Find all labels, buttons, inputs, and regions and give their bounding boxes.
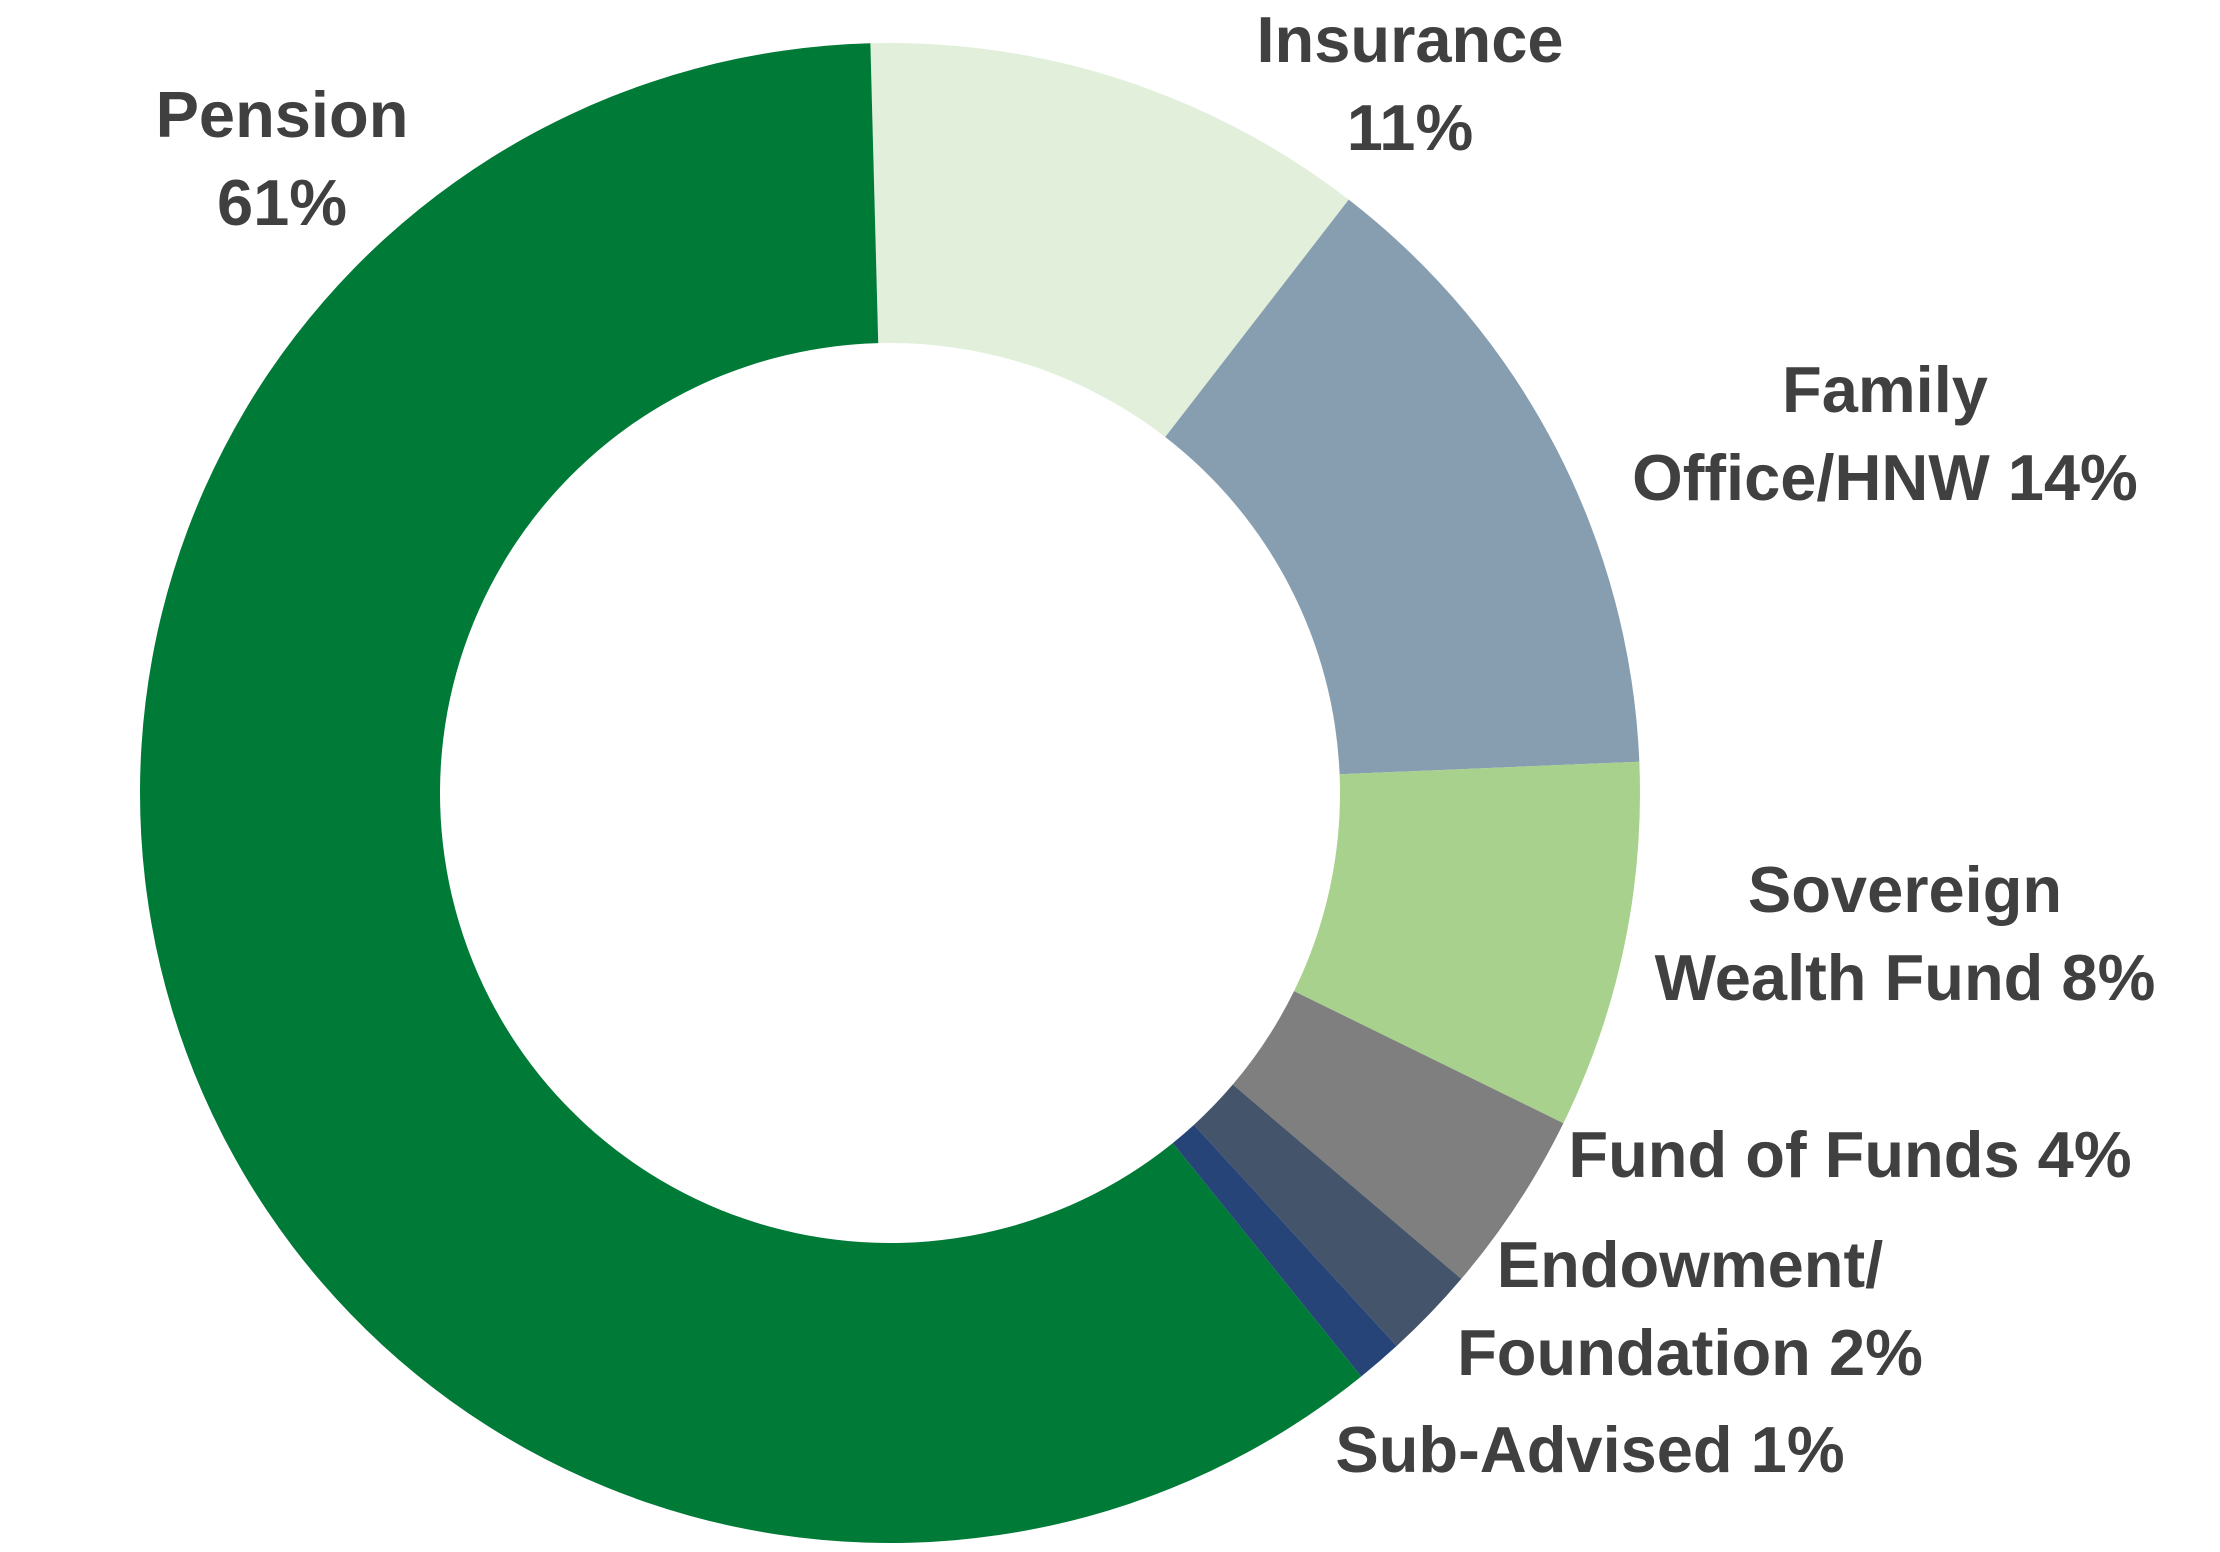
donut-slices xyxy=(140,43,1640,1544)
label-line: Insurance xyxy=(1256,3,1563,76)
slice-endowment-foundation xyxy=(1193,1084,1462,1347)
slice-sovereign-wealth-fund xyxy=(1294,761,1640,1124)
slice-insurance xyxy=(870,43,1349,437)
slice-fund-of-funds xyxy=(1232,991,1564,1279)
label-line: Family xyxy=(1782,353,1988,426)
label-endowment-foundation: Endowment/Foundation 2% xyxy=(1457,1228,1923,1389)
label-family-office-hnw: Family Office/HNW 14% xyxy=(1632,353,2138,514)
slice-labels: Insurance 11% Family Office/HNW 14% Sovereig… xyxy=(156,3,2156,1486)
label-line: 11% xyxy=(1347,91,1474,164)
label-line: Office/HNW 14% xyxy=(1632,441,2138,514)
label-line: Endowment/ xyxy=(1497,1228,1883,1301)
label-line: Foundation 2% xyxy=(1457,1316,1923,1389)
label-insurance: Insurance 11% xyxy=(1256,3,1563,164)
slice-sub-advised xyxy=(1172,1124,1397,1377)
label-pension: Pension 61% xyxy=(156,78,409,239)
label-sovereign-wealth-fund: Sovereign Wealth Fund 8% xyxy=(1655,853,2156,1014)
slice-family-office-hnw xyxy=(1165,199,1640,775)
label-fund-of-funds: Fund of Funds 4% xyxy=(1568,1118,2131,1191)
label-line: Fund of Funds 4% xyxy=(1568,1118,2131,1191)
label-line: 61% xyxy=(217,166,347,239)
slice-pension xyxy=(140,43,1362,1544)
label-line: Wealth Fund 8% xyxy=(1655,941,2156,1014)
label-line: Sub-Advised 1% xyxy=(1335,1413,1844,1486)
label-sub-advised: Sub-Advised 1% xyxy=(1335,1413,1844,1486)
label-line: Pension xyxy=(156,78,409,151)
label-line: Sovereign xyxy=(1748,853,2062,926)
